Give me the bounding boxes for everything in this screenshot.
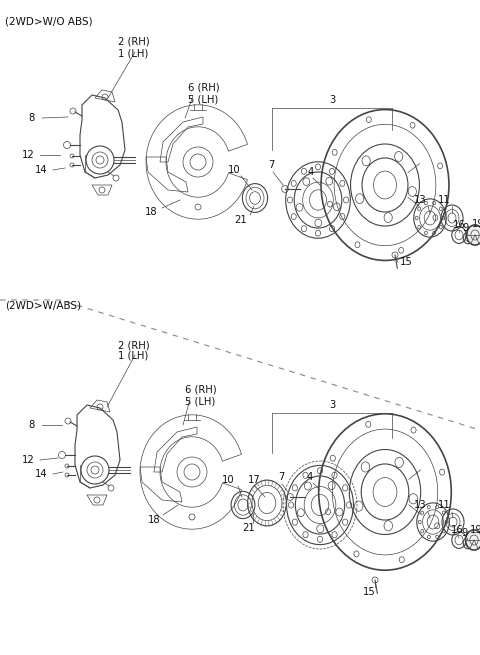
Text: 21: 21 [242, 523, 255, 533]
Text: 18: 18 [148, 515, 161, 525]
Text: 5 (LH): 5 (LH) [185, 396, 215, 406]
Text: 11: 11 [438, 195, 451, 205]
Ellipse shape [466, 530, 480, 550]
Ellipse shape [467, 225, 480, 245]
Text: 2 (RH): 2 (RH) [118, 340, 150, 350]
Text: 15: 15 [363, 587, 376, 597]
Text: 8: 8 [28, 113, 34, 123]
Text: 4: 4 [308, 167, 314, 177]
Text: 17: 17 [248, 475, 261, 485]
Text: 2 (RH): 2 (RH) [118, 37, 150, 47]
Text: 6 (RH): 6 (RH) [188, 83, 220, 93]
Text: 3: 3 [329, 95, 335, 105]
Text: (2WD>W/ABS): (2WD>W/ABS) [5, 300, 81, 310]
Text: 10: 10 [228, 165, 240, 175]
Text: 13: 13 [414, 500, 427, 510]
Text: 13: 13 [414, 195, 427, 205]
Text: 5 (LH): 5 (LH) [188, 94, 218, 104]
Text: 19: 19 [470, 525, 480, 535]
Text: 1 (LH): 1 (LH) [118, 48, 148, 58]
Text: 14: 14 [35, 469, 48, 479]
Text: 12: 12 [22, 150, 35, 160]
Text: 21: 21 [234, 215, 247, 225]
Text: 3: 3 [329, 400, 335, 410]
Text: 14: 14 [35, 165, 48, 175]
Text: 12: 12 [22, 455, 35, 465]
Text: (2WD>W/O ABS): (2WD>W/O ABS) [5, 17, 93, 27]
Text: 18: 18 [145, 207, 157, 217]
Text: 7: 7 [278, 472, 284, 482]
Text: 19: 19 [472, 219, 480, 229]
Text: 9: 9 [462, 223, 468, 233]
Text: 1 (LH): 1 (LH) [118, 351, 148, 361]
Text: 8: 8 [28, 420, 34, 430]
Text: 16: 16 [451, 525, 464, 535]
Text: 4: 4 [307, 472, 313, 482]
Text: 10: 10 [222, 475, 235, 485]
Text: 11: 11 [438, 500, 451, 510]
Text: 9: 9 [461, 528, 468, 538]
Text: 15: 15 [400, 257, 413, 267]
Text: 7: 7 [268, 160, 275, 170]
Text: 6 (RH): 6 (RH) [185, 385, 216, 395]
Text: 16: 16 [453, 220, 466, 230]
